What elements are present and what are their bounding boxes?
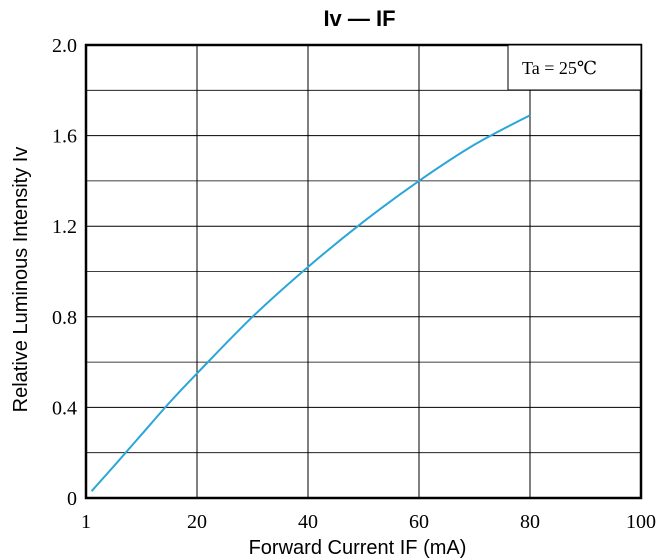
y-tick-label: 0.8 [52,307,77,329]
x-axis-label: Forward Current IF (mA) [249,537,467,558]
y-tick-label: 0.4 [52,397,77,419]
x-tick-label: 60 [409,511,429,533]
condition-label: Ta = 25℃ [507,44,642,91]
y-tick-label: 1.6 [52,126,77,148]
x-tick-labels: 1 20 40 60 80 100 [81,511,656,533]
x-tick-label: 80 [520,511,540,533]
x-tick-label: 100 [626,511,656,533]
plot-frame [84,43,643,500]
condition-label-box [507,44,642,91]
x-tick-label: 20 [187,511,207,533]
series-line [90,114,531,492]
chart-title: Iv ― IF [323,6,395,31]
major-gridlines [86,45,641,498]
x-tick-label: 1 [81,511,91,533]
x-tick-label: 40 [298,511,318,533]
condition-label-text: Ta = 25℃ [522,58,597,78]
minor-gridlines [86,89,641,454]
y-tick-labels: 0 0.4 0.8 1.2 1.6 2.0 [52,35,77,510]
y-tick-label: 1.2 [52,216,77,238]
y-axis-label: Relative Luminous Intensity Iv [10,147,32,413]
y-tick-label: 2.0 [52,35,77,57]
y-tick-label: 0 [67,488,77,510]
